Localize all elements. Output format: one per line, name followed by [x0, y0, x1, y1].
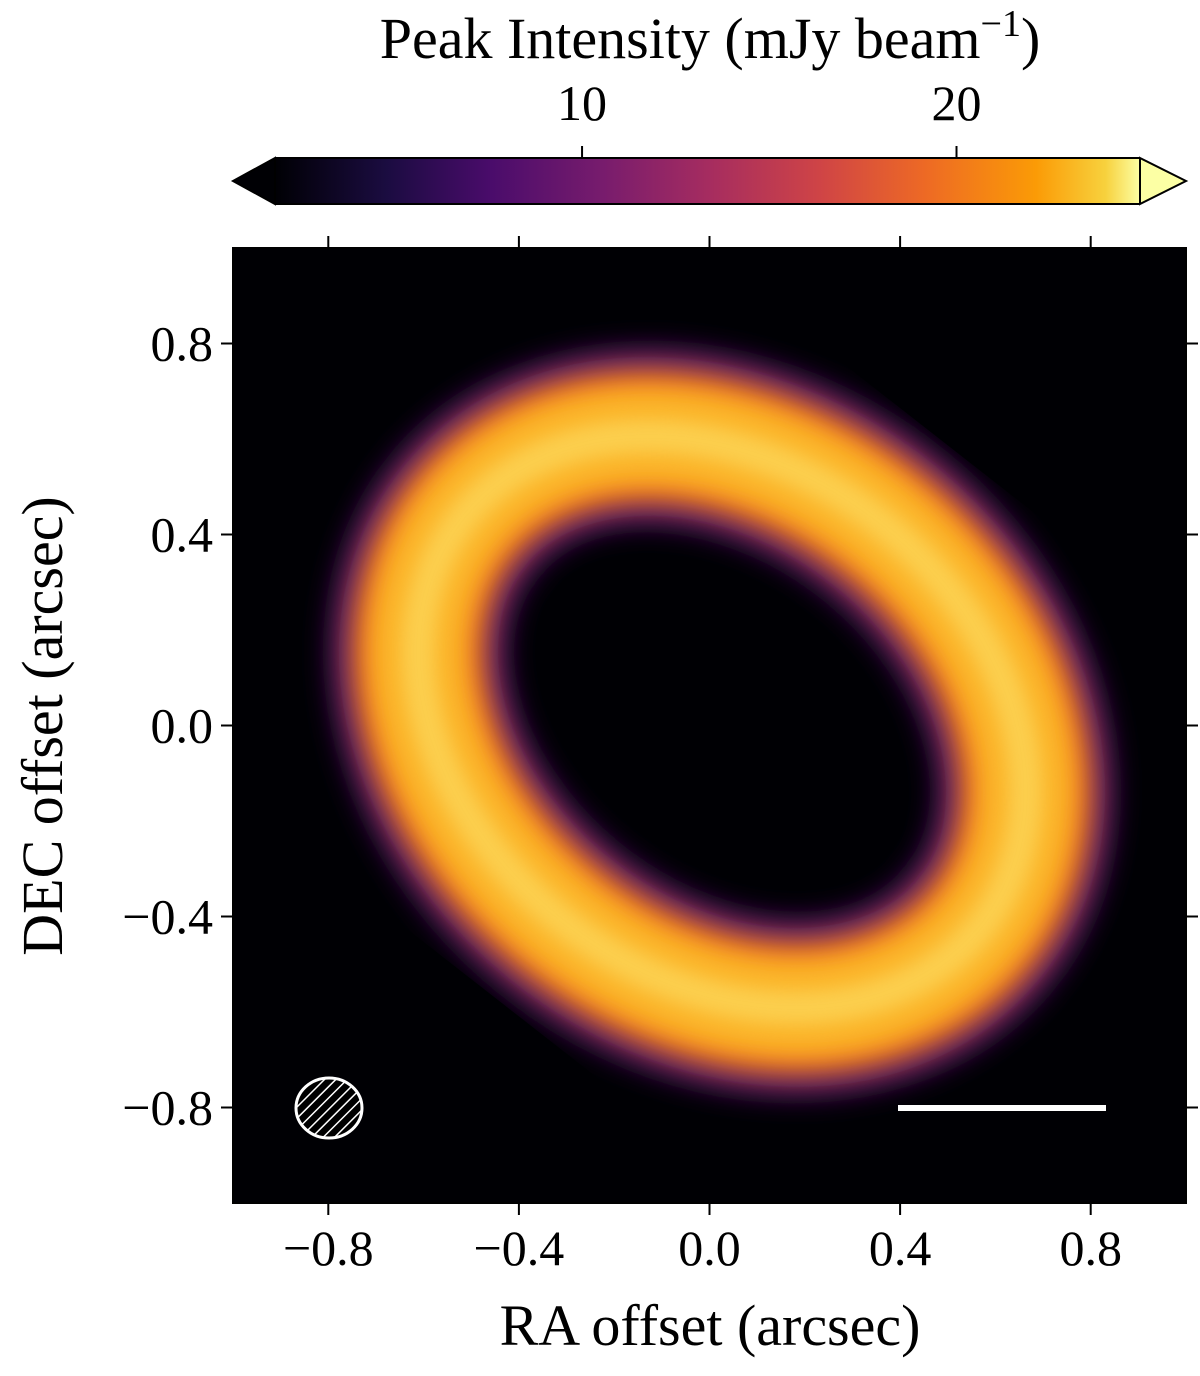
y-tick-label: 0.4 [151, 507, 214, 563]
x-tick-label: 0.0 [678, 1220, 741, 1276]
y-tick-label: 0.8 [151, 316, 214, 372]
y-tick-label: 0.0 [151, 698, 214, 754]
y-axis-label: DEC offset (arcsec) [10, 496, 75, 956]
x-tick-label: 0.4 [869, 1220, 932, 1276]
colorbar [275, 158, 1140, 204]
colorbar-label: Peak Intensity (mJy beam−1) [380, 3, 1041, 71]
colorbar-frame [275, 157, 1140, 205]
colorbar-label-close: ) [1021, 6, 1040, 71]
ring-peak [400, 418, 1044, 1026]
colorbar-tick-label: 20 [932, 75, 982, 131]
x-tick-label: −0.4 [474, 1220, 565, 1276]
colorbar-label-text: Peak Intensity (mJy beam [380, 6, 981, 71]
colorbar-under [230, 156, 276, 206]
colorbar-tick-label: 10 [557, 75, 607, 131]
colorbar-over [1139, 156, 1189, 206]
x-tick-label: −0.8 [283, 1220, 374, 1276]
beam [294, 1076, 364, 1140]
y-tick-label: −0.8 [122, 1080, 213, 1136]
x-axis-label: RA offset (arcsec) [500, 1293, 921, 1358]
x-tick-label: 0.8 [1059, 1220, 1122, 1276]
y-tick-label: −0.4 [122, 889, 213, 945]
ring-image [330, 348, 1114, 1096]
colorbar-label-exponent: −1 [981, 3, 1021, 45]
